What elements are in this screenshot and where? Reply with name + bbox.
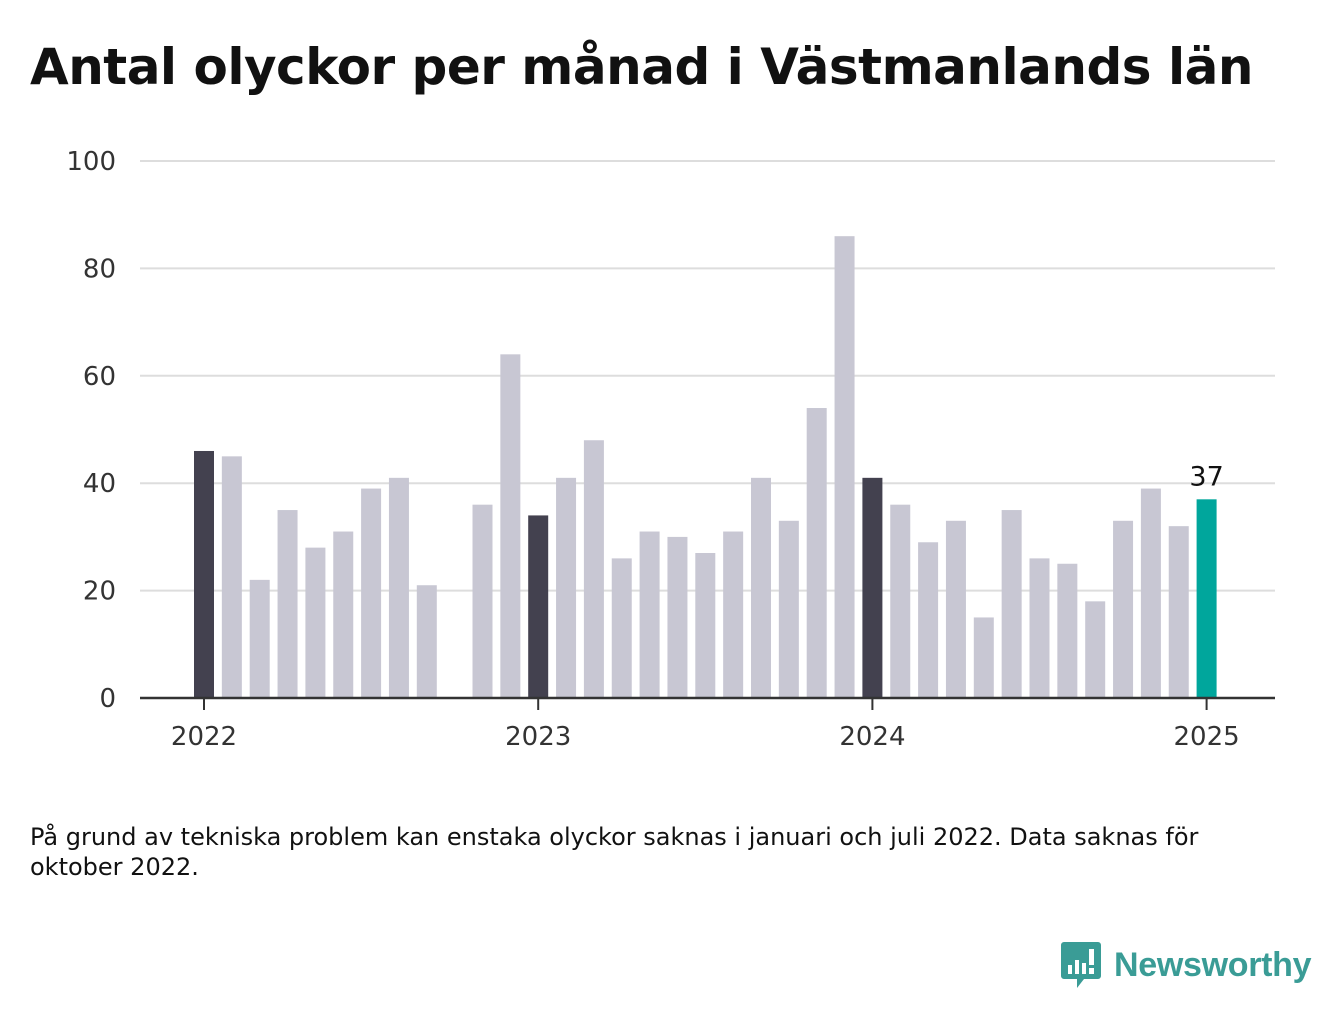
bar-2024-05 <box>973 617 994 698</box>
y-tick-label: 60 <box>83 362 116 392</box>
bar-2022-07 <box>361 488 382 698</box>
x-tick-label: 2025 <box>1174 722 1240 752</box>
y-tick-label: 20 <box>83 577 116 607</box>
bar-2022-03 <box>249 579 270 698</box>
bar-2024-01 <box>862 477 883 698</box>
bar-2022-01 <box>194 450 214 698</box>
bar-2023-12 <box>834 236 855 698</box>
bar-2023-09 <box>751 477 771 698</box>
brand-name: Newsworthy <box>1114 945 1312 984</box>
bar-2024-02 <box>890 504 911 698</box>
bar-2023-08 <box>723 531 744 698</box>
y-tick-label: 100 <box>66 147 116 177</box>
bar-2024-06 <box>1001 510 1022 698</box>
grid-lines <box>140 160 1275 592</box>
bar-2023-01 <box>528 515 549 698</box>
labels: 0 20 40 60 80 100 37 2022 2023 2024 2025 <box>66 147 1239 752</box>
bar-2024-08 <box>1057 563 1078 698</box>
chart-title: Antal olyckor per månad i Västmanlands l… <box>30 38 1253 96</box>
bar-2024-07 <box>1029 558 1050 698</box>
bar-2023-07 <box>695 553 716 698</box>
newsworthy-logo-icon <box>1061 942 1101 988</box>
x-tick-label: 2022 <box>171 722 237 752</box>
bar-2023-11 <box>806 408 827 698</box>
bar-2024-09 <box>1085 601 1106 698</box>
bar-2023-10 <box>778 520 799 698</box>
y-tick-label: 40 <box>83 469 116 499</box>
bar-2024-11 <box>1140 488 1161 698</box>
bar-2022-11 <box>472 504 493 698</box>
bar-2022-05 <box>305 547 326 698</box>
newsworthy-logo: Newsworthy <box>1060 940 1312 990</box>
x-tick-label: 2024 <box>839 722 905 752</box>
footnote: På grund av tekniska problem kan enstaka… <box>30 823 1199 881</box>
bar-2023-04 <box>611 558 632 698</box>
bar-chart: 0 20 40 60 80 100 37 2022 2023 2024 2025 <box>66 147 1275 752</box>
bar-2023-03 <box>583 440 604 698</box>
bar-2025-01 <box>1196 499 1217 698</box>
bar-2023-02 <box>556 477 577 698</box>
bar-2024-12 <box>1168 526 1189 698</box>
bar-2024-10 <box>1113 520 1134 698</box>
latest-value-label: 37 <box>1189 461 1223 492</box>
y-tick-label: 0 <box>99 684 116 714</box>
axes <box>140 696 1275 710</box>
bar-2023-05 <box>639 531 660 698</box>
bar-2022-02 <box>221 456 242 698</box>
y-tick-label: 80 <box>83 254 116 284</box>
bars <box>194 236 1217 698</box>
bar-2022-06 <box>333 531 354 698</box>
bar-2022-04 <box>277 510 298 698</box>
x-tick-label: 2023 <box>505 722 571 752</box>
bar-2022-12 <box>500 354 521 698</box>
bar-2024-03 <box>918 542 939 698</box>
bar-2022-08 <box>388 477 409 698</box>
bar-2023-06 <box>667 536 688 698</box>
bar-2024-04 <box>945 520 966 698</box>
bar-2022-09 <box>416 585 437 698</box>
